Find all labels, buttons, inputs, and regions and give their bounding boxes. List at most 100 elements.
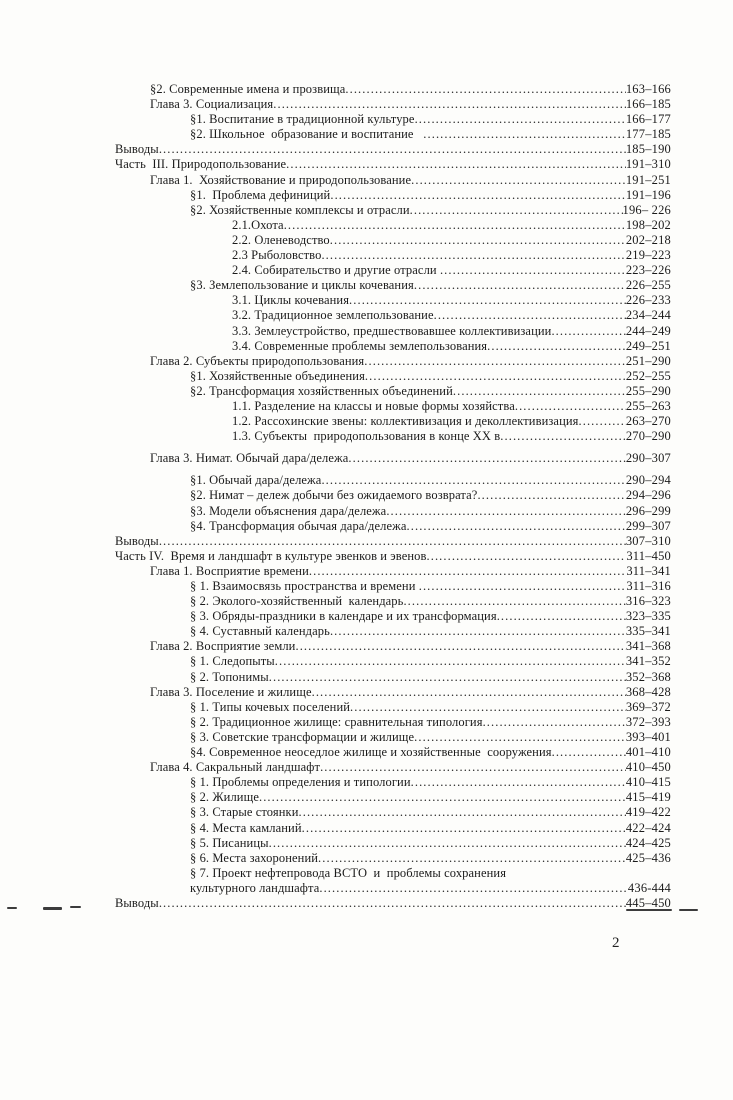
toc-row: § 1. Проблемы определения и типологии 410… (0, 775, 671, 790)
dot-leader (273, 97, 626, 112)
dot-leader (440, 263, 626, 278)
dot-leader (299, 805, 626, 820)
toc-row: 3.2. Традиционное землепользование 234–24… (0, 308, 671, 323)
dot-leader (269, 670, 626, 685)
toc-row: § 2. Жилище 415–419 (0, 790, 671, 805)
dot-leader (552, 745, 626, 760)
toc-row: § 2. Традиционное жилище: сравнительная … (0, 715, 671, 730)
dot-leader (320, 760, 626, 775)
dot-leader (295, 639, 625, 654)
toc-entry-label: § 1. Следопыты (190, 654, 275, 669)
dot-leader (302, 821, 626, 836)
toc-entry-label: §2. Современные имена и прозвища (150, 82, 346, 96)
dot-leader (348, 451, 625, 466)
toc-entry-pages: 255–290 (625, 383, 671, 398)
toc-entry-pages: 341–352 (625, 654, 671, 669)
toc-entry-label: 2.4. Собирательство и другие отрасли (232, 263, 440, 278)
dot-leader (515, 399, 626, 414)
toc-row: Выводы 185–190 (0, 142, 671, 157)
toc-entry-label: §2. Хозяйственные комплексы и отрасли (190, 202, 410, 217)
dot-leader (350, 700, 626, 715)
scan-artifact-dash (7, 907, 17, 909)
toc-row: § 1. Следопыты 341–352 (0, 654, 671, 669)
toc-entry-label: §2. Нимат – дележ добычи без ожидаемого … (190, 488, 478, 503)
toc-entry-pages: 219–223 (625, 248, 671, 263)
toc-row: 2.4. Собирательство и другие отрасли 223… (0, 263, 671, 278)
toc-row: 2.1.Охота 198–202 (0, 218, 671, 233)
toc-row: 3.3. Землеустройство, предшествовавшее к… (0, 324, 671, 339)
toc-row: Глава 4. Сакральный ландшафт 410–450 (0, 760, 671, 775)
toc-entry-pages: 196– 226 (622, 202, 671, 217)
toc-entry-pages: 198–202 (625, 217, 671, 232)
toc-row: Часть IV. Время и ландшафт в культуре эв… (0, 549, 671, 564)
toc-row: 1.1. Разделение на классы и новые формы … (0, 399, 671, 414)
toc-entry-label: § 3. Советские трансформации и жилище (190, 729, 415, 744)
toc-entry-label: § 1. Типы кочевых поселений (190, 699, 351, 714)
toc-entry-label: § 4. Суставный календарь (190, 624, 330, 639)
toc-row: §1. Проблема дефиниций 191–196 (0, 188, 671, 203)
toc-entry-pages: 191–251 (625, 172, 671, 187)
scan-artifact-dash (679, 909, 698, 911)
dot-leader (411, 775, 626, 790)
dot-leader (309, 564, 626, 579)
toc-entry-label: § 2. Жилище (190, 790, 259, 805)
toc-entry-pages: 419–422 (625, 805, 671, 820)
toc-row: §3. Землепользование и циклы кочевания 22… (0, 278, 671, 293)
toc-entry-label: § 1. Проблемы определения и типологии (190, 775, 411, 790)
toc-entry-label: Глава 1. Восприятие времени (150, 563, 309, 578)
toc-entry-pages: 352–368 (625, 669, 671, 684)
toc-row: § 3. Обряды-праздники в календаре и их т… (0, 609, 671, 624)
toc-entry-label: Глава 3. Социализация (150, 97, 274, 112)
toc-entry-pages: 223–226 (625, 263, 671, 278)
toc-entry-pages: 424–425 (625, 835, 671, 850)
toc-row: §3. Модели объяснения дара/дележа 296–299 (0, 504, 671, 519)
toc-entry-pages: 401–410 (625, 745, 671, 760)
scan-artifact-dash (43, 907, 62, 910)
toc-entry-label: §2. Трансформация хозяйственных объедине… (190, 383, 453, 398)
toc-entry-pages: 166–185 (625, 97, 671, 112)
toc-row: §2. Современные имена и прозвища 163–166 (0, 82, 671, 97)
toc-entry-label: 1.3. Субъекты природопользования в конце… (232, 429, 501, 444)
toc-entry-pages: 290–294 (625, 473, 671, 488)
toc-entry-label: Глава 3. Нимат. Обычай дара/дележа (150, 451, 349, 466)
toc-entry-label: § 5. Писаницы (190, 835, 269, 850)
toc-entry-label: Глава 2. Восприятие земли (150, 639, 296, 654)
table-of-contents: §2. Современные имена и прозвища163–166Г… (0, 82, 671, 911)
toc-entry-pages: 368–428 (625, 684, 671, 699)
toc-row: § 3. Старые стоянки 419–422 (0, 805, 671, 820)
toc-entry-label: 3.4. Современные проблемы землепользован… (232, 338, 488, 353)
dot-leader (414, 278, 626, 293)
toc-entry-pages: 422–424 (625, 820, 671, 835)
toc-entry-label: §3. Землепользование и циклы кочевания (190, 278, 414, 293)
toc-entry-pages: 311–450 (626, 548, 671, 563)
dot-leader (345, 82, 625, 97)
dot-leader (349, 293, 626, 308)
dot-leader (407, 519, 626, 534)
dot-leader (500, 429, 626, 444)
dot-leader (321, 248, 625, 263)
toc-row: Глава 2. Восприятие земли 341–368 (0, 639, 671, 654)
dot-leader (330, 624, 626, 639)
toc-entry-pages: 410–450 (625, 760, 671, 775)
toc-entry-label: 1.2. Рассохинские звены: коллективизация… (232, 414, 579, 429)
toc-entry-label: 2.1.Охота (232, 217, 284, 232)
toc-entry-pages: 226–233 (625, 293, 671, 308)
toc-row: культурного ландшафта 436-444 (0, 881, 671, 896)
toc-row: Выводы 307–310 (0, 534, 671, 549)
dot-leader (321, 473, 625, 488)
dot-leader (365, 369, 626, 384)
toc-row: §4. Современное неоседлое жилище и хозяй… (0, 745, 671, 760)
toc-row: § 2. Эколого-хозяйственный календарь 316–… (0, 594, 671, 609)
toc-entry-label: Глава 4. Сакральный ландшафт (150, 760, 321, 775)
toc-row: § 5. Писаницы 424–425 (0, 836, 671, 851)
toc-entry-pages: 311–316 (626, 579, 671, 593)
toc-entry-pages: 251–290 (625, 353, 671, 368)
toc-entry-pages: 202–218 (625, 232, 671, 247)
toc-entry-label: Глава 2. Субъекты природопользования (150, 353, 365, 368)
toc-row: 1.2. Рассохинские звены: коллективизация… (0, 414, 671, 429)
toc-row: 2.2. Оленеводство 202–218 (0, 233, 671, 248)
toc-entry-pages: 166–177 (625, 112, 671, 127)
toc-entry-label: § 2. Традиционное жилище: сравнительная … (190, 714, 483, 729)
toc-entry-label: Выводы (115, 533, 159, 548)
